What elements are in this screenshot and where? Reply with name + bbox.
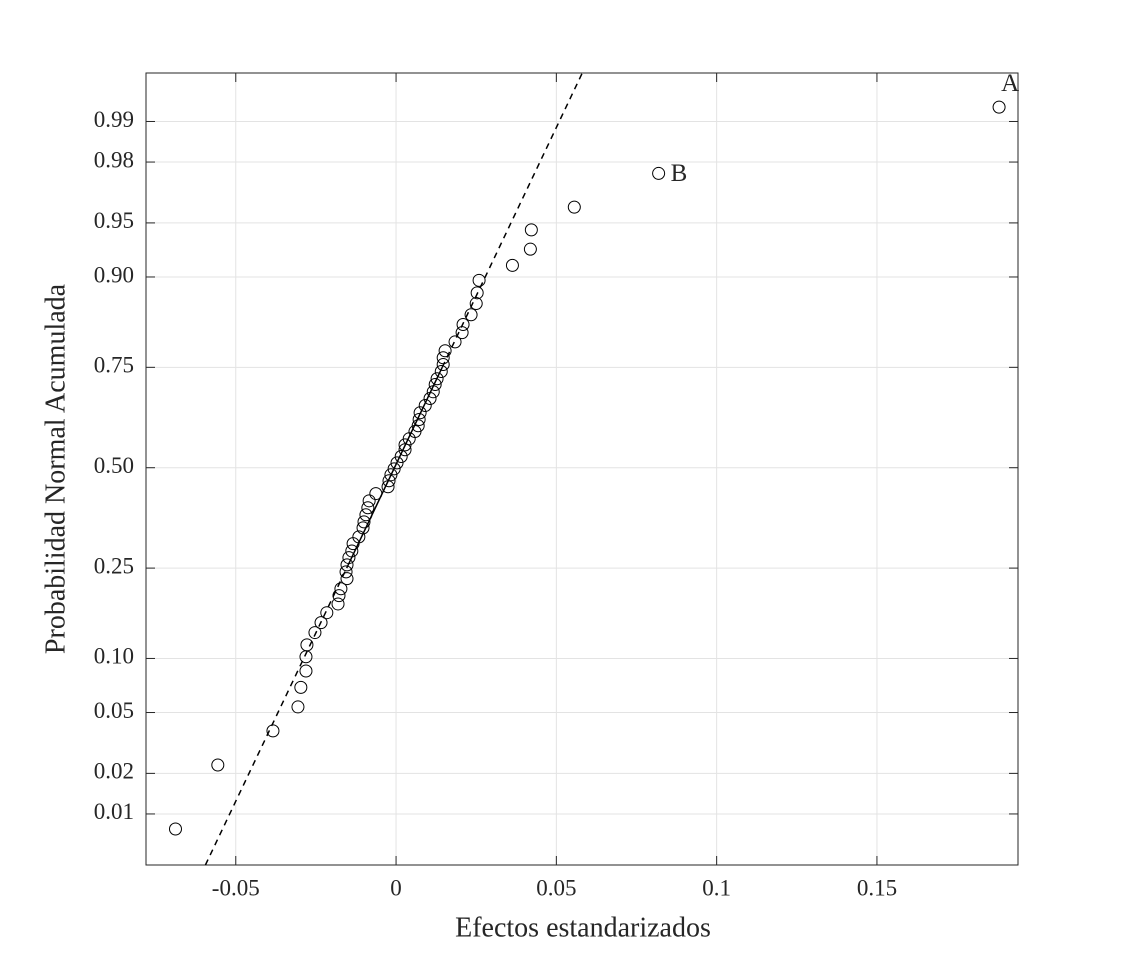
data-point <box>361 501 375 515</box>
data-point <box>384 468 398 482</box>
data-point <box>524 223 538 237</box>
data-point <box>464 308 478 322</box>
y-tick-label: 0.05 <box>94 698 134 723</box>
y-tick-label: 0.10 <box>94 644 134 669</box>
data-point <box>362 494 376 508</box>
data-point <box>387 462 401 476</box>
data-point <box>345 544 359 558</box>
data-point <box>436 351 450 365</box>
data-point <box>357 515 371 529</box>
data-point <box>299 664 313 678</box>
data-point <box>436 358 450 372</box>
y-tick-label: 0.75 <box>94 353 134 378</box>
data-point <box>411 419 425 433</box>
data-point <box>455 326 469 340</box>
data-point <box>266 724 280 738</box>
data-point <box>438 344 452 358</box>
data-point <box>472 273 486 287</box>
data-point <box>430 372 444 386</box>
data-point <box>352 530 366 544</box>
data-point <box>339 565 353 579</box>
data-point <box>291 700 305 714</box>
x-tick-label: 0.05 <box>536 875 576 900</box>
data-point <box>369 487 383 501</box>
data-point <box>992 100 1006 114</box>
data-point <box>505 258 519 272</box>
data-point <box>423 392 437 406</box>
y-tick-label: 0.02 <box>94 759 134 784</box>
y-tick-label: 0.25 <box>94 553 134 578</box>
data-point <box>168 822 182 836</box>
y-tick-label: 0.01 <box>94 799 134 824</box>
data-point <box>448 335 462 349</box>
data-point <box>356 521 370 535</box>
plot-frame <box>145 72 1019 866</box>
data-point <box>294 680 308 694</box>
data-point <box>334 582 348 596</box>
data-point <box>434 365 448 379</box>
annotation: B <box>671 160 688 187</box>
data-point <box>382 474 396 488</box>
y-tick-label: 0.50 <box>94 453 134 478</box>
data-point <box>523 242 537 256</box>
data-point <box>308 626 322 640</box>
data-point <box>469 297 483 311</box>
data-point <box>340 558 354 572</box>
y-tick-label: 0.99 <box>94 107 134 132</box>
data-point <box>426 385 440 399</box>
x-tick-label: 0 <box>390 875 402 900</box>
data-point <box>331 597 345 611</box>
data-point <box>412 413 426 427</box>
data-point <box>428 377 442 391</box>
y-tick-label: 0.98 <box>94 147 134 172</box>
y-axis-label: Probabilidad Normal Acumulada <box>40 283 71 654</box>
data-point <box>359 508 373 522</box>
data-point <box>381 480 395 494</box>
data-point <box>413 406 427 420</box>
data-point <box>314 616 328 630</box>
data-point <box>390 456 404 470</box>
data-point <box>211 758 225 772</box>
reference-line <box>346 367 443 569</box>
data-point <box>456 318 470 332</box>
data-point <box>300 638 314 652</box>
y-tick-label: 0.90 <box>94 262 134 287</box>
data-point <box>394 450 408 464</box>
y-tick-label: 0.95 <box>94 208 134 233</box>
data-point <box>418 399 432 413</box>
data-point <box>342 551 356 565</box>
x-axis-label: Efectos estandarizados <box>455 912 711 943</box>
data-point <box>652 166 666 180</box>
data-point <box>340 572 354 586</box>
data-point <box>332 589 346 603</box>
x-tick-label: -0.05 <box>212 875 260 900</box>
x-tick-label: 0.15 <box>857 875 897 900</box>
x-tick-label: 0.1 <box>702 875 731 900</box>
data-point <box>470 286 484 300</box>
data-point <box>320 606 334 620</box>
annotation: A <box>1001 70 1019 97</box>
data-point <box>567 200 581 214</box>
